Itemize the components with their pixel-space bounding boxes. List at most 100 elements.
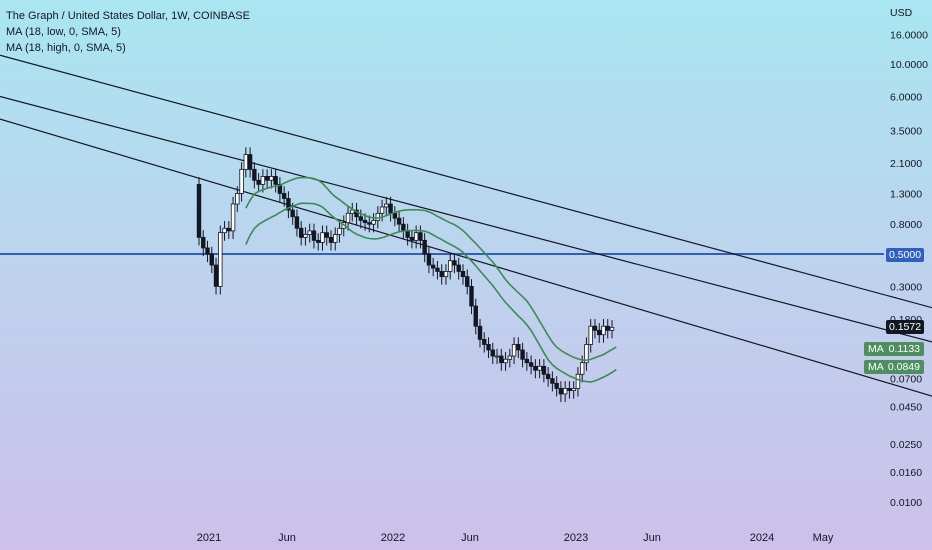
candle-body — [537, 365, 542, 371]
candle-body — [375, 212, 381, 221]
time-axis-label: 2023 — [564, 532, 588, 544]
candle-body — [477, 325, 483, 340]
candle-body — [260, 176, 266, 185]
candle-body — [379, 206, 385, 214]
candle-body — [384, 203, 389, 208]
time-axis-label: Jun — [643, 532, 661, 544]
candle-body — [554, 382, 559, 389]
ma-high-tag: MA 0.1133 — [864, 342, 924, 356]
legend-ma-high[interactable]: MA (18, high, 0, SMA, 5) — [6, 42, 126, 54]
candle-body — [256, 179, 261, 185]
candle-body — [588, 325, 593, 345]
ma-high-line — [245, 176, 617, 362]
candle-body — [507, 355, 513, 360]
candle-body — [281, 193, 287, 199]
candle-body — [269, 176, 274, 181]
ma-high-tag-label: MA — [868, 343, 884, 355]
price-axis-label: 0.3000 — [890, 281, 922, 293]
candle-body — [405, 230, 410, 238]
candle-body — [371, 219, 376, 225]
candle-body — [294, 216, 300, 229]
channel-line — [0, 118, 932, 397]
candle-body — [196, 183, 202, 238]
candle-body — [499, 355, 504, 364]
candle-body — [230, 203, 236, 232]
candle-body — [575, 373, 581, 389]
candle-body — [413, 232, 419, 241]
price-axis-label: 0.0100 — [890, 497, 922, 509]
price-axis-label: 16.0000 — [890, 29, 928, 41]
candle-body — [350, 209, 355, 214]
candle-body — [307, 230, 312, 235]
candle-body — [579, 362, 585, 375]
candle-body — [264, 176, 270, 181]
channel-line — [0, 54, 932, 309]
legend-ma-low[interactable]: MA (18, low, 0, SMA, 5) — [6, 26, 121, 38]
candle-body — [486, 344, 491, 351]
candle-body — [460, 270, 466, 278]
channel-line — [0, 95, 932, 343]
candle-body — [324, 232, 329, 238]
price-axis-label: 10.0000 — [890, 59, 928, 71]
candle-body — [328, 236, 334, 243]
price-axis-currency: USD — [890, 7, 913, 19]
candle-body — [243, 154, 249, 170]
time-axis-label: 2022 — [381, 532, 405, 544]
chart-legend: The Graph / United States Dollar, 1W, CO… — [6, 8, 250, 56]
time-axis-label: 2021 — [197, 532, 221, 544]
candle-body — [388, 203, 393, 214]
candle-body — [252, 168, 257, 181]
candle-body — [584, 344, 589, 364]
candle-body — [490, 349, 495, 357]
ma-low-line — [245, 202, 617, 383]
ma-low-tag-value: 0.0849 — [887, 361, 920, 373]
candle-body — [333, 234, 338, 243]
candle-body — [337, 227, 342, 235]
candle-body — [524, 358, 530, 364]
candle-body — [443, 270, 449, 278]
candle-body — [452, 260, 457, 266]
candle-body — [592, 325, 598, 331]
price-axis-label: 6.0000 — [890, 91, 922, 103]
candle-body — [439, 270, 444, 278]
candle-body — [465, 276, 470, 287]
candle-body — [303, 234, 308, 238]
ma-low-tag-label: MA — [868, 361, 884, 373]
candle-body — [601, 325, 606, 336]
candle-body — [528, 362, 534, 367]
price-axis-label: 0.0160 — [890, 467, 922, 479]
candle-body — [222, 227, 227, 234]
price-axis-label: 2.1000 — [890, 158, 922, 170]
candle-body — [409, 236, 415, 241]
candle-body — [396, 217, 402, 225]
time-axis-label: 2024 — [750, 532, 774, 544]
candle-body — [205, 247, 210, 255]
candle-body — [567, 388, 572, 391]
candle-body — [562, 388, 568, 395]
legend-title: The Graph / United States Dollar, 1W, CO… — [6, 10, 250, 22]
candle-body — [448, 260, 453, 272]
candle-body — [367, 222, 372, 225]
candle-body — [473, 305, 478, 327]
candle-body — [545, 373, 551, 380]
candle-body — [226, 227, 232, 232]
candle-body — [358, 216, 363, 221]
price-axis-label: 3.5000 — [890, 126, 922, 138]
candle-body — [520, 349, 525, 360]
candle-body — [503, 358, 508, 364]
candle-body — [435, 267, 440, 272]
candle-body — [511, 344, 517, 357]
price-axis-label: 1.3000 — [890, 188, 922, 200]
price-axis-label: 0.0700 — [890, 374, 922, 386]
candle-body — [430, 264, 436, 269]
ma-high-tag-value: 0.1133 — [888, 343, 920, 355]
candle-body — [273, 176, 278, 185]
candle-body — [605, 325, 610, 331]
candle-body — [494, 355, 500, 358]
candle-body — [609, 326, 615, 331]
candle-body — [418, 232, 423, 241]
time-axis-label: Jun — [278, 532, 296, 544]
candle-body — [533, 365, 538, 371]
candle-body — [235, 193, 240, 205]
